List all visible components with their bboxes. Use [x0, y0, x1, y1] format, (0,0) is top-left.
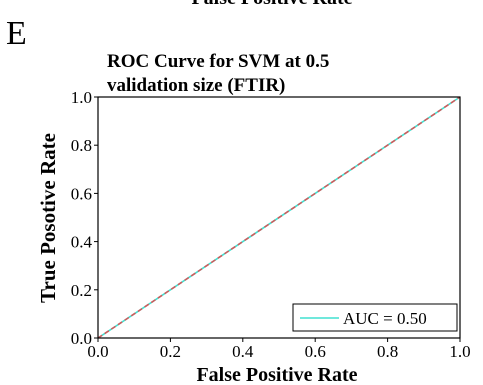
- x-tick-label: 0.2: [160, 342, 181, 361]
- panel-label: E: [6, 15, 27, 52]
- axis-ticks: 0.0 0.2 0.4 0.6 0.8 1.0 0.0 0.2 0.4 0.6 0.8 1.0: [71, 88, 471, 361]
- x-tick-label: 0.6: [305, 342, 326, 361]
- y-tick-label: 0.8: [71, 136, 92, 155]
- x-tick-label: 0.0: [87, 342, 108, 361]
- y-tick-label: 1.0: [71, 88, 92, 107]
- series-line-chance: [97, 96, 461, 339]
- x-tick-label: 0.4: [232, 342, 254, 361]
- plot-frame: [97, 96, 461, 339]
- legend: AUC = 0.50: [292, 303, 458, 332]
- cropped-top-text: False Positive Rate: [191, 0, 352, 9]
- x-tick-label: 0.8: [377, 342, 398, 361]
- y-tick-label: 0.2: [71, 281, 92, 300]
- x-tick-label: 1.0: [449, 342, 470, 361]
- legend-label-auc: AUC = 0.50: [343, 309, 427, 328]
- y-tick-label: 0.4: [71, 233, 93, 252]
- chart-title-line-1: ROC Curve for SVM at 0.5: [107, 51, 329, 72]
- chart-title-line-2: validation size (FTIR): [107, 75, 285, 96]
- plot-area: [97, 96, 461, 339]
- x-axis-label: False Positive Rate: [196, 364, 357, 385]
- y-tick-label: 0.6: [71, 184, 92, 203]
- y-axis-label: True Posotive Rate: [36, 133, 60, 303]
- y-tick-label: 0.0: [71, 329, 92, 348]
